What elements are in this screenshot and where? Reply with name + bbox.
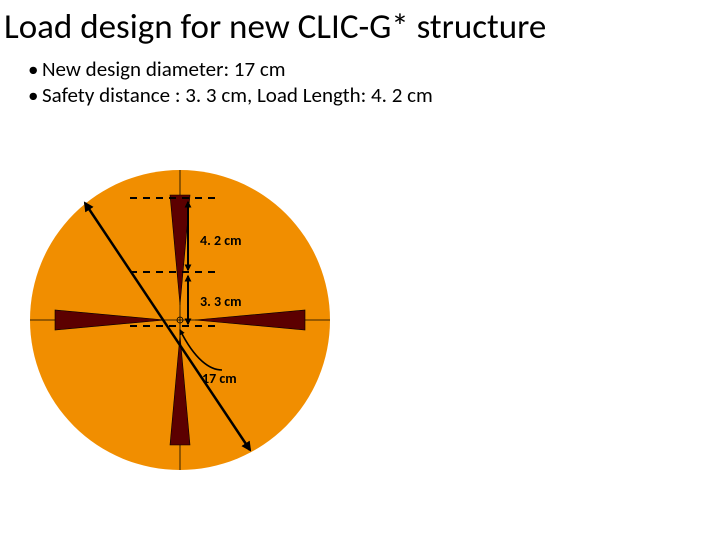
bullet-list: • New design diameter: 17 cm • Safety di…	[28, 56, 433, 109]
diagram-svg	[20, 160, 340, 480]
bullet-dot-icon: •	[28, 82, 42, 108]
dimension-label-load-length: 4. 2 cm	[200, 232, 242, 249]
dimension-label-safety-distance: 3. 3 cm	[200, 293, 242, 310]
list-item-text: New design diameter: 17 cm	[42, 56, 286, 82]
list-item: • New design diameter: 17 cm	[28, 56, 433, 82]
slide: Load design for new CLIC-G* structure • …	[0, 0, 720, 540]
dimension-label-diameter: 17 cm	[202, 370, 237, 387]
diagram	[20, 160, 340, 480]
list-item: • Safety distance : 3. 3 cm, Load Length…	[28, 82, 433, 108]
bullet-dot-icon: •	[28, 56, 42, 82]
page-title: Load design for new CLIC-G* structure	[4, 6, 546, 48]
list-item-text: Safety distance : 3. 3 cm, Load Length: …	[42, 82, 433, 108]
